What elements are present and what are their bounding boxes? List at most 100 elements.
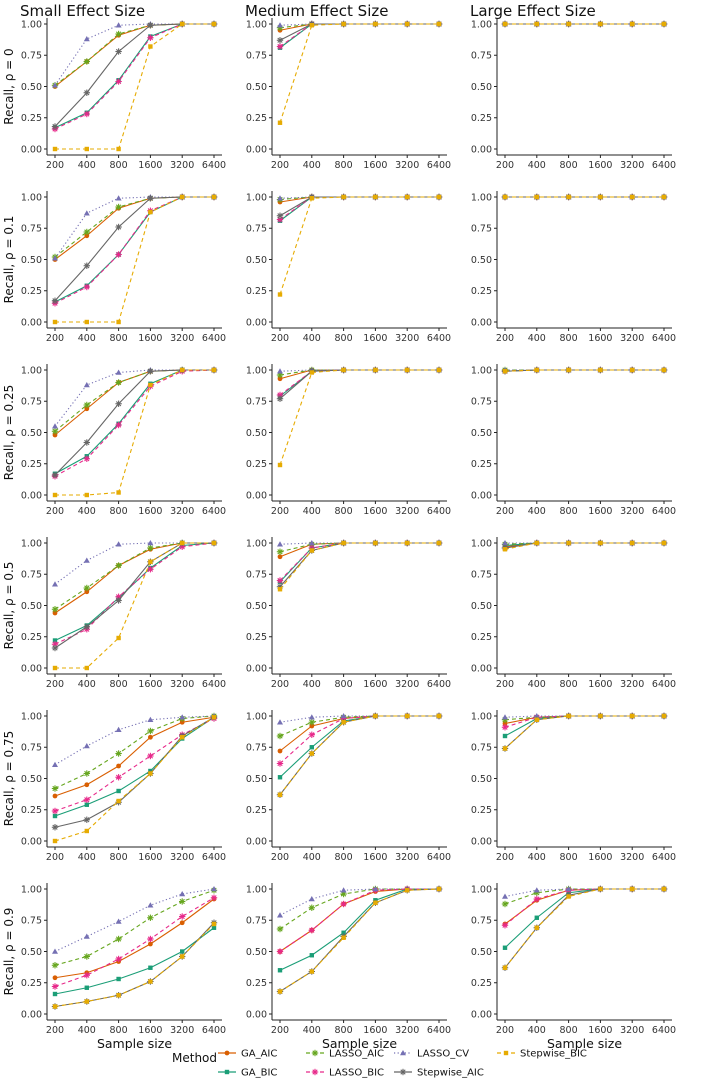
data-point [52, 948, 58, 954]
y-tick-label: 0.75 [246, 224, 267, 235]
y-tick-label: 0.25 [471, 632, 492, 643]
series-line [54, 196, 214, 302]
legend-item: GA_AIC [218, 1049, 277, 1060]
data-point [148, 382, 153, 388]
data-point [84, 589, 90, 595]
data-point [436, 886, 442, 892]
panel: 0.00 0.25 0.50 0.75 1.00 200 400 800 1600 3200 640… [471, 191, 676, 344]
series-line [54, 23, 214, 127]
series-line [279, 542, 439, 581]
data-point [116, 788, 121, 794]
data-point [277, 292, 283, 297]
series-line [504, 715, 664, 749]
legend-label: LASSO_BIC [329, 1068, 384, 1079]
x-tick-label: 1600 [363, 160, 387, 171]
data-point [276, 212, 284, 219]
data-point [661, 367, 667, 373]
y-tick-label: 0.00 [471, 836, 492, 847]
data-point [277, 120, 283, 125]
y-tick-label: 1.00 [471, 884, 492, 895]
x-tick-label: 800 [110, 333, 128, 344]
data-point [372, 886, 379, 892]
series-line [54, 888, 215, 952]
y-tick-label: 0.75 [21, 743, 42, 754]
data-point [211, 921, 217, 927]
data-point [116, 490, 121, 495]
x-tick-label: 1600 [588, 679, 612, 690]
column-title: Medium Effect Size [245, 2, 388, 20]
data-point [276, 948, 284, 955]
data-point [180, 954, 185, 959]
y-tick-label: 0.75 [246, 916, 267, 927]
row-label: Recall, ρ = 0.75 [2, 731, 16, 826]
data-point [309, 969, 314, 974]
data-point [277, 587, 283, 592]
y-tick-label: 0.25 [21, 978, 42, 989]
data-point [83, 770, 90, 777]
y-tick-label: 0.25 [246, 632, 267, 643]
series-line [54, 927, 215, 995]
x-axis-label: Sample size [547, 1036, 622, 1051]
series-line [54, 196, 214, 258]
data-point [436, 367, 442, 373]
y-tick-label: 0.25 [471, 286, 492, 297]
data-point [661, 713, 667, 719]
data-point [52, 638, 58, 643]
data-point [180, 367, 185, 373]
data-point [52, 146, 58, 152]
y-tick-label: 1.00 [21, 538, 42, 549]
x-tick-label: 1600 [363, 506, 387, 517]
x-tick-label: 3200 [620, 852, 644, 863]
data-point [115, 935, 122, 943]
x-tick-label: 1600 [138, 679, 162, 690]
series-line [54, 715, 215, 766]
y-tick-label: 0.50 [471, 255, 492, 266]
series-line [504, 888, 664, 898]
data-point [115, 48, 122, 55]
data-point [661, 21, 667, 27]
panel: 0.00 0.25 0.50 0.75 1.00 200 400 800 1600 3200 640… [471, 537, 676, 690]
x-tick-label: 6400 [652, 852, 676, 863]
y-tick-label: 0.00 [246, 144, 267, 155]
y-tick-label: 0.00 [246, 317, 267, 328]
legend-marker [503, 1050, 509, 1056]
data-point [373, 900, 378, 905]
y-tick-label: 0.75 [471, 743, 492, 754]
x-tick-label: 6400 [652, 160, 676, 171]
series-line [54, 196, 214, 260]
series-line [54, 922, 215, 1008]
data-point [116, 635, 121, 641]
y-tick-label: 0.50 [471, 82, 492, 93]
data-point [83, 283, 90, 291]
x-tick-label: 1600 [588, 160, 612, 171]
y-tick-label: 1.00 [21, 19, 42, 30]
y-tick-label: 0.25 [246, 978, 267, 989]
legend-label: GA_AIC [241, 1049, 277, 1060]
x-axis-label: Sample size [97, 1036, 172, 1051]
panel: 0.00 0.25 0.50 0.75 1.00 200 400 800 1600 3200 640… [471, 18, 676, 171]
data-point [277, 376, 283, 382]
series-line [279, 369, 439, 396]
data-point [661, 886, 667, 892]
y-tick-label: 1.00 [246, 365, 267, 376]
panel: 0.00 0.25 0.50 0.75 1.00 200 400 800 1600 3200 640… [246, 883, 451, 1036]
legend-label: Stepwise_AIC [417, 1068, 484, 1079]
data-point [308, 714, 315, 720]
data-point [502, 547, 508, 552]
y-tick-label: 1.00 [21, 365, 42, 376]
y-tick-label: 0.00 [471, 1009, 492, 1020]
series-line [54, 923, 215, 1008]
row-label: Recall, ρ = 0.9 [2, 908, 16, 996]
y-tick-label: 0.50 [471, 428, 492, 439]
data-point [211, 21, 217, 27]
x-tick-label: 200 [496, 333, 514, 344]
data-point [276, 37, 284, 44]
data-point [148, 209, 153, 215]
legend-item: LASSO_CV [394, 1049, 469, 1060]
row-label: Recall, ρ = 0 [2, 48, 16, 124]
x-tick-label: 6400 [652, 1025, 676, 1036]
series-line [504, 888, 664, 969]
y-tick-label: 0.25 [246, 805, 267, 816]
series-line [54, 716, 215, 842]
data-point [52, 492, 58, 498]
